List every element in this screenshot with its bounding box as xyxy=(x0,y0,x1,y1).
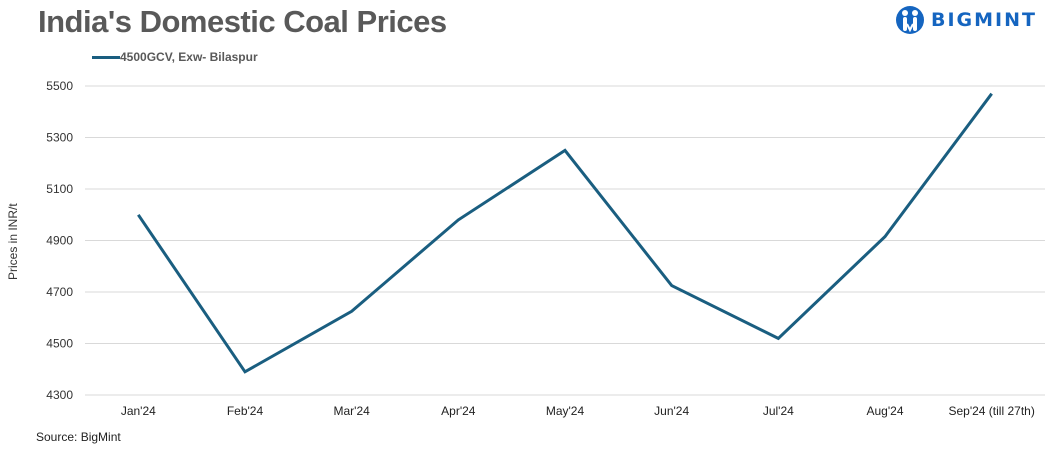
y-tick-label: 4300 xyxy=(46,388,73,402)
logo-text: BIGMINT xyxy=(931,9,1037,31)
y-tick-label: 4500 xyxy=(46,337,73,351)
x-tick-label: Jun'24 xyxy=(654,404,689,418)
x-tick-label: Jul'24 xyxy=(763,404,794,418)
bigmint-people-icon xyxy=(896,6,924,34)
bigmint-logo: BIGMINT xyxy=(895,4,1037,36)
x-tick-label: Aug'24 xyxy=(867,404,904,418)
x-tick-label: May'24 xyxy=(546,404,585,418)
x-tick-label: Apr'24 xyxy=(441,404,476,418)
legend-swatch xyxy=(92,55,120,59)
chart-title: India's Domestic Coal Prices xyxy=(38,4,447,39)
y-tick-label: 5100 xyxy=(46,182,73,196)
x-tick-label: Feb'24 xyxy=(227,404,264,418)
chart-legend: 4500GCV, Exw- Bilaspur xyxy=(92,50,258,64)
y-tick-label: 4900 xyxy=(46,234,73,248)
x-axis-ticks: Jan'24 Feb'24 Mar'24 Apr'24 May'24 Jun'24 Jul'… xyxy=(121,404,1035,418)
y-tick-label: 4700 xyxy=(46,285,73,299)
y-tick-label: 5300 xyxy=(46,131,73,145)
legend-label: 4500GCV, Exw- Bilaspur xyxy=(120,50,258,64)
x-tick-label: Jan'24 xyxy=(121,404,156,418)
gridlines xyxy=(85,85,1045,396)
x-tick-label: Mar'24 xyxy=(334,404,371,418)
series-line xyxy=(137,92,993,374)
y-axis-ticks: 4300 4500 4700 4900 5100 5300 5500 xyxy=(46,79,73,402)
source-note: Source: BigMint xyxy=(36,430,121,444)
y-tick-label: 5500 xyxy=(46,79,73,93)
x-tick-label: Sep'24 (till 27th) xyxy=(948,404,1034,418)
